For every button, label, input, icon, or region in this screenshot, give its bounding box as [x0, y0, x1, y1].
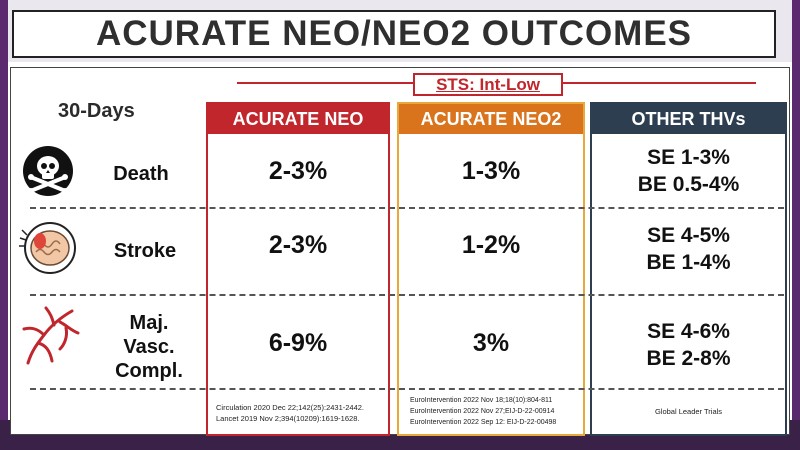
neo2-vascular-value: 3%	[472, 328, 510, 357]
column-acurate-neo: ACURATE NEO	[206, 102, 390, 436]
blood-vessel-icon	[22, 306, 80, 365]
column-other-thvs: OTHER THVs	[590, 102, 787, 436]
row-label-vascular-line: Vasc.	[123, 336, 175, 358]
frame-right	[792, 0, 800, 450]
reference-item: EuroIntervention 2022 Nov 18;18(10):804-…	[410, 397, 553, 404]
column-acurate-neo2: ACURATE NEO2	[397, 102, 585, 436]
sts-label: STS: Int-Low	[436, 74, 540, 94]
slide-title-box: ACURATE NEO/NEO2 OUTCOMES	[12, 10, 776, 58]
column-header-neo: ACURATE NEO	[208, 104, 388, 134]
neo-stroke-value: 2-3%	[268, 230, 328, 259]
row-label-death: Death	[113, 163, 169, 185]
other-death-se: SE 1-3%	[647, 146, 730, 169]
reference-item: EuroIntervention 2022 Sep 12: EIJ-D-22-0…	[410, 419, 557, 426]
other-stroke-se: SE 4-5%	[647, 224, 730, 247]
reference-item: Global Leader Trials	[654, 407, 723, 416]
column-header-neo2: ACURATE NEO2	[399, 104, 583, 134]
row-label-stroke: Stroke	[113, 240, 177, 262]
row-divider	[30, 294, 784, 296]
other-death-value: SE 1-3% BE 0.5-4%	[592, 140, 785, 202]
other-vascular-be: BE 2-8%	[646, 347, 731, 370]
neo2-death-value: 1-3%	[461, 156, 521, 185]
brain-icon	[19, 222, 76, 274]
skull-crossbones-icon	[23, 146, 73, 196]
frame-left	[0, 0, 8, 450]
other-death-be: BE 0.5-4%	[637, 173, 740, 196]
sts-label-box: STS: Int-Low	[413, 73, 563, 96]
neo-vascular-value: 6-9%	[268, 328, 328, 357]
reference-item: EuroIntervention 2022 Nov 27;EIJ-D-22-00…	[410, 408, 555, 415]
references-neo: Circulation 2020 Dec 22;142(25):2431-244…	[216, 402, 388, 424]
other-vascular-se: SE 4-6%	[647, 320, 730, 343]
period-label: 30-Days	[58, 100, 135, 122]
reference-item: Lancet 2019 Nov 2;394(10209):1619-1628.	[216, 414, 360, 423]
other-vascular-value: SE 4-6% BE 2-8%	[592, 314, 785, 376]
row-label-vascular-line: Compl.	[115, 360, 183, 382]
row-label-vascular: Maj. Vasc. Compl.	[104, 311, 194, 383]
column-header-other: OTHER THVs	[592, 104, 785, 134]
references-other: Global Leader Trials	[592, 406, 785, 417]
neo-death-value: 2-3%	[268, 156, 328, 185]
references-neo2: EuroIntervention 2022 Nov 18;18(10):804-…	[410, 395, 582, 428]
neo2-stroke-value: 1-2%	[461, 230, 521, 259]
reference-item: Circulation 2020 Dec 22;142(25):2431-244…	[216, 403, 365, 412]
row-divider	[30, 388, 784, 390]
other-stroke-be: BE 1-4%	[646, 251, 731, 274]
other-stroke-value: SE 4-5% BE 1-4%	[592, 218, 785, 280]
slide-title: ACURATE NEO/NEO2 OUTCOMES	[95, 14, 693, 53]
row-divider	[30, 207, 784, 209]
row-label-vascular-line: Maj.	[129, 312, 169, 334]
